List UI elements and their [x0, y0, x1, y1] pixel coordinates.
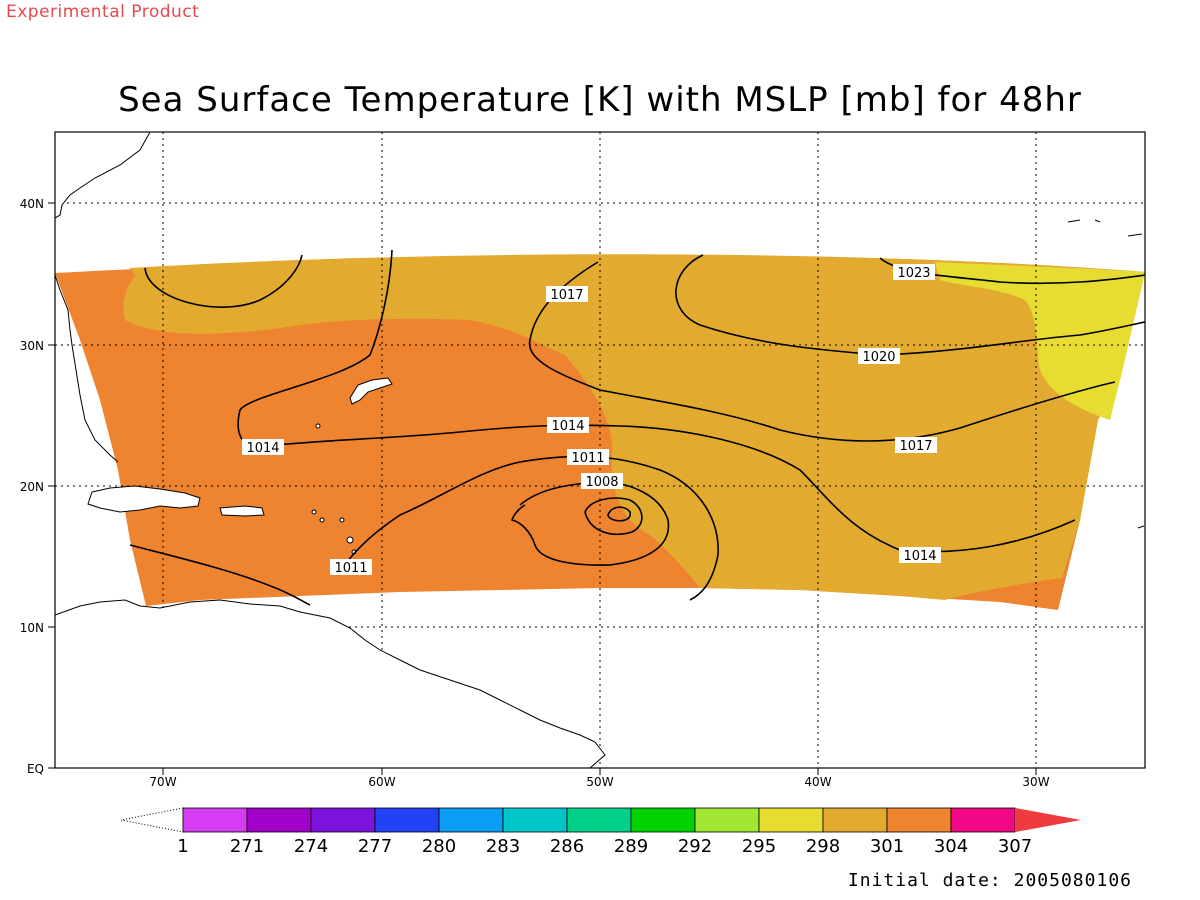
- chart-title: Sea Surface Temperature [K] with MSLP [m…: [118, 80, 1082, 120]
- x-tick-label: 50W: [586, 775, 613, 789]
- y-tick-label: 30N: [20, 339, 44, 353]
- colorbar-swatch: [246, 807, 312, 833]
- svg-text:1014: 1014: [246, 441, 279, 456]
- isobar-label: 1014: [242, 439, 284, 456]
- colorbar-label: 304: [934, 836, 968, 857]
- coastline-island-group: [349, 377, 393, 405]
- svg-text:1017: 1017: [899, 439, 932, 454]
- colorbar-label: 295: [742, 836, 776, 857]
- x-tick-label: 30W: [1022, 775, 1049, 789]
- colorbar-label: 292: [678, 836, 712, 857]
- colorbar-swatch: [822, 807, 888, 833]
- colorbar-swatch: [694, 807, 760, 833]
- svg-text:1008: 1008: [585, 475, 618, 490]
- isobar-1017: [237, 249, 393, 448]
- colorbar-label: 271: [230, 836, 264, 857]
- initial-date: Initial date: 2005080106: [848, 870, 1132, 891]
- coastline-north-america: [55, 132, 151, 219]
- isobar-label: 1014: [547, 417, 589, 434]
- colorbar-swatch: [502, 807, 568, 833]
- initial-date-value: 2005080106: [1013, 870, 1132, 891]
- isobar-1005: [584, 497, 643, 535]
- colorbar: 1 271 274 277 280 283 286 289 292 295 298 301 304 307: [120, 807, 1081, 857]
- svg-text:1014: 1014: [551, 419, 584, 434]
- y-tick-label: 20N: [20, 480, 44, 494]
- initial-date-label: Initial date:: [847, 870, 1002, 891]
- colorbar-swatch: [310, 807, 376, 833]
- isobar-1020-west: [144, 254, 303, 308]
- experimental-product-stamp: Experimental Product: [6, 2, 200, 22]
- colorbar-swatch: [566, 807, 632, 833]
- colorbar-label: 274: [294, 836, 328, 857]
- isobar-label: 1014: [899, 547, 941, 564]
- colorbar-swatch: [438, 807, 504, 833]
- colorbar-label: 277: [358, 836, 392, 857]
- isobar-label: 1023: [893, 264, 935, 281]
- colorbar-label: 280: [422, 836, 456, 857]
- svg-text:1017: 1017: [550, 288, 583, 303]
- y-axis-labels: EQ 10N 20N 30N 40N: [20, 197, 44, 776]
- colorbar-label: 283: [486, 836, 520, 857]
- colorbar-swatch: [886, 807, 952, 833]
- isobar-1002: [607, 506, 632, 522]
- isobar-1011-west: [129, 544, 311, 606]
- colorbar-label: 301: [870, 836, 904, 857]
- coastline-puerto-rico: [219, 505, 265, 517]
- colorbar-swatch: [182, 807, 248, 833]
- svg-text:1020: 1020: [862, 350, 895, 365]
- isobar-label: 1017: [546, 286, 588, 303]
- isobar-label: 1017: [895, 437, 937, 454]
- colorbar-swatch: [950, 807, 1016, 833]
- y-tick-label: EQ: [27, 762, 44, 776]
- colorbar-label: 286: [550, 836, 584, 857]
- sst-region-298: [935, 262, 1145, 420]
- coastline-east-islands: [1067, 219, 1145, 529]
- isobar-label: 1011: [330, 559, 372, 576]
- y-tick-label: 10N: [20, 621, 44, 635]
- colorbar-label: 1: [177, 836, 188, 857]
- coastline-south-america: [55, 599, 606, 768]
- isobar-label: 1008: [581, 473, 623, 490]
- y-tick-label: 40N: [20, 197, 44, 211]
- coastline-us-southeast: [55, 274, 119, 463]
- colorbar-swatch: [758, 807, 824, 833]
- svg-text:1023: 1023: [897, 266, 930, 281]
- svg-text:1011: 1011: [334, 561, 367, 576]
- map-layers: 1023 1020 1017 1017 1014 1014 1014 1011 …: [55, 132, 1145, 768]
- coastline-hispaniola: [87, 485, 201, 513]
- colorbar-label: 307: [998, 836, 1032, 857]
- x-tick-label: 60W: [368, 775, 395, 789]
- colorbar-label: 298: [806, 836, 840, 857]
- isobar-1017-east: [528, 261, 1116, 442]
- isobar-label: 1020: [858, 348, 900, 365]
- svg-text:1011: 1011: [571, 451, 604, 466]
- isobar-label: 1011: [567, 449, 609, 466]
- colorbar-upper-arrow: [1015, 808, 1081, 832]
- x-tick-label: 70W: [149, 775, 176, 789]
- x-axis-labels: 70W 60W 50W 40W 30W: [149, 775, 1049, 789]
- colorbar-label: 289: [614, 836, 648, 857]
- axis-ticks: [48, 202, 1037, 775]
- colorbar-swatch: [374, 807, 440, 833]
- colorbar-lower-arrow: [120, 807, 184, 833]
- x-tick-label: 40W: [804, 775, 831, 789]
- isobar-labels: 1023 1020 1017 1017 1014 1014 1014 1011 …: [242, 264, 941, 576]
- coastlines: [55, 132, 1145, 768]
- svg-text:1014: 1014: [903, 549, 936, 564]
- colorbar-swatch: [630, 807, 696, 833]
